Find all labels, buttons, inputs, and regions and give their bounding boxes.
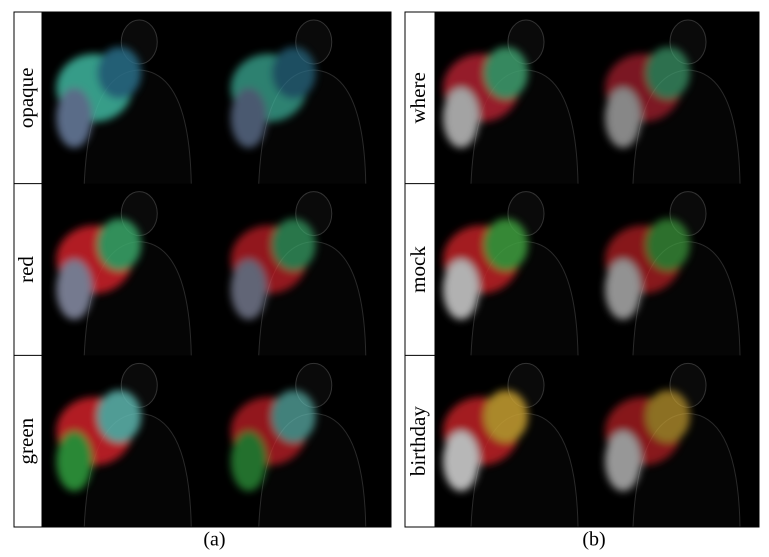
trace-blob [230, 259, 267, 320]
label-column [13, 11, 43, 528]
trace-blob [646, 46, 690, 99]
row-label: green [14, 417, 38, 464]
motion-trace [605, 218, 690, 320]
motion-trace [443, 46, 528, 148]
panel: opaque red green [13, 11, 392, 528]
motion-trace [230, 46, 316, 148]
trace-blob [230, 87, 267, 148]
trace-blob [605, 431, 641, 492]
motion-trace [56, 46, 142, 148]
panel-border [404, 11, 760, 528]
motion-trace [230, 390, 316, 492]
trace-blob [271, 46, 316, 99]
trace-blob [271, 390, 316, 443]
row-label: opaque [14, 68, 38, 129]
trace-blob [484, 46, 528, 99]
trace-blob [646, 218, 690, 271]
panel-caption: (a) [203, 529, 225, 551]
motion-trace [605, 390, 690, 492]
trace-blob [605, 259, 641, 320]
trace-blob [230, 431, 267, 492]
row-label: where [406, 72, 430, 123]
row-label: mock [406, 246, 430, 293]
trace-blob [97, 390, 142, 443]
motion-trace [56, 390, 142, 492]
label-column [404, 11, 436, 528]
trace-blob [56, 87, 93, 148]
trace-blob [443, 431, 479, 492]
trace-blob [97, 46, 142, 99]
row-label: birthday [406, 406, 430, 476]
trace-blob [443, 259, 479, 320]
trace-blob [484, 390, 528, 443]
motion-trace [605, 46, 690, 148]
trace-blob [56, 431, 93, 492]
trace-blob [97, 218, 142, 271]
trace-blob [271, 218, 316, 271]
trace-blob [443, 87, 479, 148]
trace-blob [605, 87, 641, 148]
motion-trace [230, 218, 316, 320]
motion-trace [56, 218, 142, 320]
motion-trace [443, 218, 528, 320]
row-label: red [14, 256, 38, 283]
trace-blob [484, 218, 528, 271]
trace-blob [646, 390, 690, 443]
panel-caption: (b) [582, 529, 605, 551]
panel: where mock birthday [404, 11, 760, 528]
panel-border [13, 11, 392, 528]
motion-trace [443, 390, 528, 492]
trace-blob [56, 259, 93, 320]
